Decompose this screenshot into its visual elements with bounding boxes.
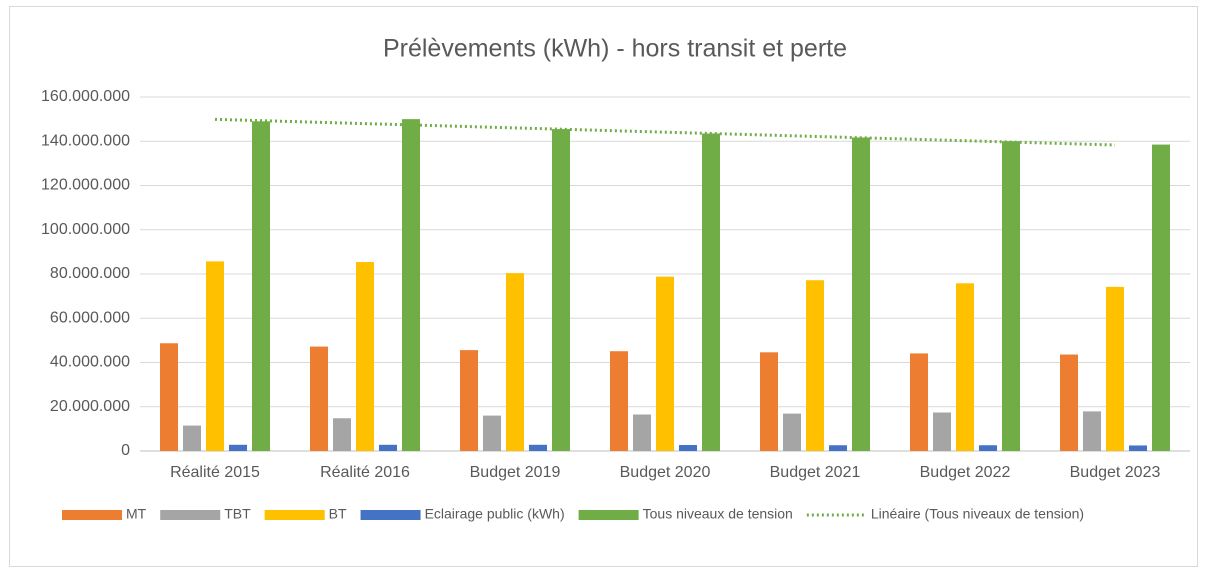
legend-swatch [62, 510, 122, 520]
legend-label: Eclairage public (kWh) [425, 506, 565, 522]
bar [1129, 445, 1147, 451]
bar [610, 351, 628, 451]
bar [806, 280, 824, 451]
bar [529, 444, 547, 451]
bar [956, 283, 974, 451]
bar [183, 425, 201, 451]
x-tick-label: Budget 2021 [770, 464, 861, 481]
bar [310, 346, 328, 451]
bar [933, 412, 951, 451]
y-tick-label: 120.000.000 [41, 177, 130, 194]
trend-line [214, 117, 1116, 147]
y-tick-label: 60.000.000 [50, 309, 130, 326]
bar [483, 415, 501, 451]
y-tick-label: 40.000.000 [50, 354, 130, 371]
bar [1152, 144, 1170, 451]
bar [552, 129, 570, 452]
bar [333, 418, 351, 451]
bar [910, 353, 928, 451]
legend-label: Tous niveaux de tension [643, 506, 793, 522]
bar [1002, 141, 1020, 451]
y-tick-label: 160.000.000 [41, 88, 130, 105]
x-tick-label: Budget 2019 [470, 464, 561, 481]
bar [252, 121, 270, 452]
bar [679, 445, 697, 451]
y-tick-label: 100.000.000 [41, 221, 130, 238]
x-tick-label: Budget 2023 [1070, 464, 1161, 481]
legend-label: TBT [224, 506, 251, 522]
bar [229, 444, 247, 451]
bar [402, 119, 420, 451]
bar [783, 413, 801, 451]
bar [1106, 286, 1124, 451]
legend-swatch [160, 510, 221, 520]
chart-title: Prélèvements (kWh) - hors transit et per… [383, 35, 847, 63]
legend-swatch [578, 510, 639, 520]
x-tick-label: Budget 2022 [920, 464, 1011, 481]
bar [356, 262, 374, 451]
legend-swatch [360, 510, 421, 520]
y-tick-label: 140.000.000 [41, 132, 130, 149]
bar [656, 276, 674, 451]
bar [829, 445, 847, 451]
bar [460, 350, 478, 451]
legend-swatch [264, 510, 325, 520]
bar [206, 261, 224, 451]
bar [979, 445, 997, 451]
legend-label: MT [126, 506, 147, 522]
x-tick-label: Réalité 2015 [170, 464, 260, 481]
bar [1083, 411, 1101, 451]
bar [702, 133, 720, 451]
bar [1060, 354, 1078, 451]
x-tick-label: Budget 2020 [620, 464, 711, 481]
bar [506, 273, 524, 451]
y-tick-label: 0 [121, 442, 130, 459]
legend-label: BT [329, 506, 347, 522]
y-tick-label: 80.000.000 [50, 265, 130, 282]
y-tick-label: 20.000.000 [50, 398, 130, 415]
bar [633, 414, 651, 451]
bar [852, 137, 870, 451]
bar [379, 444, 397, 451]
bar [160, 343, 178, 451]
x-tick-label: Réalité 2016 [320, 464, 410, 481]
bar [760, 352, 778, 451]
legend-label: Linéaire (Tous niveaux de tension) [871, 506, 1084, 522]
